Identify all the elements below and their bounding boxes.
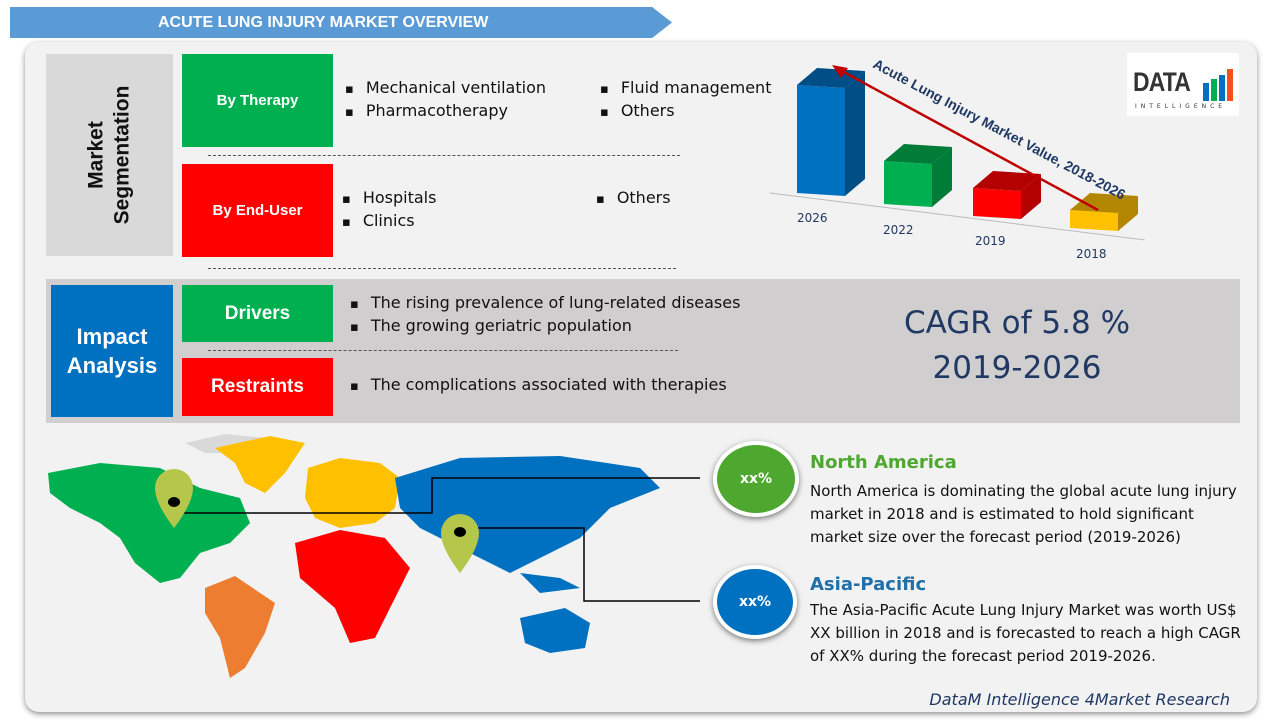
asia-pacific-badge: xx% <box>713 565 797 639</box>
list-item: Others <box>600 101 675 120</box>
by-therapy-box: By Therapy <box>182 54 333 147</box>
europe-region <box>305 458 400 528</box>
asia-pacific-text: The Asia-Pacific Acute Lung Injury Marke… <box>810 601 1241 665</box>
datam-logo: DATA INTELLIGENCE <box>1127 53 1239 116</box>
world-map <box>48 434 700 678</box>
location-pin-icon <box>155 468 193 528</box>
logo-subtext: INTELLIGENCE <box>1135 103 1227 110</box>
location-pin-icon <box>441 514 479 573</box>
bar-2022 <box>932 147 952 207</box>
restraints-box: Restraints <box>182 358 333 416</box>
list-item: Pharmacotherapy <box>345 101 508 120</box>
list-item: The growing geriatric population <box>350 316 632 335</box>
asia-pacific-title: Asia-Pacific <box>810 574 927 595</box>
connector-line <box>460 527 700 602</box>
connector-line <box>170 477 700 514</box>
list-item: Fluid management <box>600 78 772 97</box>
x-tick-label: 2018 <box>1076 247 1107 261</box>
market-value-chart: Acute Lung Injury Market Value, 2018-202… <box>769 56 1146 241</box>
arrow-head-icon <box>832 65 848 78</box>
logo-text: DATA <box>1133 67 1191 97</box>
cagr-value: CAGR of 5.8 % <box>903 305 1131 341</box>
x-tick-label: 2022 <box>883 223 914 237</box>
list-item: Hospitals <box>342 188 437 207</box>
drivers-box: Drivers <box>182 285 333 342</box>
north-america-region <box>48 463 250 583</box>
x-tick-label: 2019 <box>975 234 1006 248</box>
list-item: The complications associated with therap… <box>350 375 727 394</box>
divider <box>208 268 676 269</box>
bar-2022 <box>884 144 952 164</box>
market-segmentation-label: Market Segmentation <box>46 54 173 256</box>
north-america-title: North America <box>810 452 957 473</box>
page-title: ACUTE LUNG INJURY MARKET OVERVIEW <box>158 13 489 31</box>
north-america-text: North America is dominating the global a… <box>810 482 1237 546</box>
list-item: Others <box>596 188 671 207</box>
by-end-user-box: By End-User <box>182 164 333 257</box>
southeast-asia-region <box>520 573 580 593</box>
bar-2019 <box>973 188 1021 219</box>
list-item: Mechanical ventilation <box>345 78 546 97</box>
bar-2018 <box>1070 210 1118 231</box>
bar-2019 <box>973 171 1041 191</box>
list-item: Clinics <box>342 211 415 230</box>
x-tick-label: 2026 <box>797 211 828 225</box>
bar-2022 <box>884 161 932 207</box>
bar-2018 <box>1070 193 1138 213</box>
bar-2026 <box>797 85 845 196</box>
chart-baseline <box>769 192 1146 241</box>
north-america-badge: xx% <box>713 441 799 517</box>
africa-region <box>295 530 410 643</box>
bar-2026 <box>845 71 865 196</box>
trend-arrow <box>839 68 1099 212</box>
header-banner: ACUTE LUNG INJURY MARKET OVERVIEW <box>10 7 672 38</box>
list-item: The rising prevalence of lung-related di… <box>350 293 741 312</box>
bar-2019 <box>1021 174 1041 219</box>
divider <box>208 155 680 156</box>
asia-region <box>395 456 660 573</box>
south-america-region <box>205 576 275 678</box>
footer-credit: DataM Intelligence 4Market Research <box>929 690 1230 709</box>
impact-analysis-label: Impact Analysis <box>51 285 173 417</box>
bar-2018 <box>1118 196 1138 231</box>
cagr-period: 2019-2026 <box>932 350 1102 386</box>
australia-region <box>520 608 590 653</box>
greenland-region <box>215 436 305 493</box>
divider <box>208 350 678 351</box>
